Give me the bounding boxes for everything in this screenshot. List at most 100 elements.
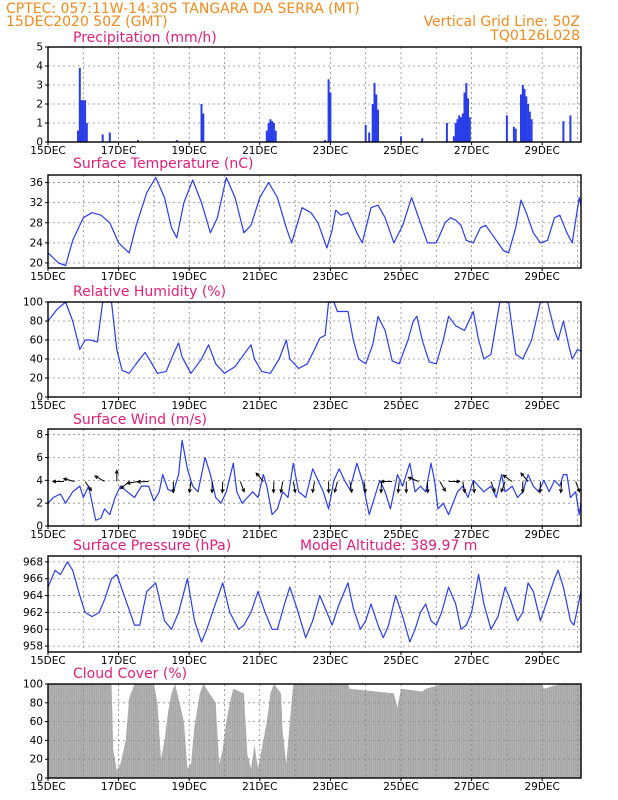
wind-arrow (311, 481, 316, 494)
y-tick-label: 960 (23, 624, 43, 636)
wind-arrow (220, 481, 225, 494)
y-tick-label: 968 (23, 556, 43, 568)
precip-bar (371, 104, 374, 142)
precip-bar (82, 100, 85, 142)
wind-arrow (502, 474, 513, 482)
wind-arrow-head (363, 488, 367, 494)
x-tick-label: 15DEC (30, 400, 65, 412)
wind-arrow-shaft (575, 481, 580, 493)
x-tick-label: 15DEC (30, 781, 65, 793)
wind-arrow-shaft (349, 481, 353, 493)
wind-arrow (292, 481, 297, 494)
precip-bar (528, 111, 531, 142)
x-tick-label: 19DEC (171, 400, 206, 412)
precip-bar (521, 85, 524, 142)
y-tick-label: 0 (36, 773, 43, 785)
y-tick-label: 5 (36, 42, 43, 54)
wind-arrow (425, 481, 430, 494)
precip-bar (400, 136, 402, 142)
wind-arrow (326, 481, 331, 494)
x-tick-label: 29DEC (524, 655, 559, 667)
wind-arrow-head (576, 488, 581, 493)
wind-arrow (271, 481, 276, 494)
precip-bar (175, 140, 178, 142)
wind-arrow-head (462, 488, 467, 494)
precip-bar (505, 115, 508, 142)
precip-bar (445, 123, 448, 142)
precip-bar (364, 124, 367, 142)
wind-arrow-head (220, 489, 225, 494)
x-tick-label: 17DEC (101, 655, 136, 667)
wind-arrow (490, 481, 496, 493)
y-tick-label: 36 (30, 177, 44, 189)
precip-bar (85, 123, 88, 142)
y-tick-label: 40 (30, 735, 43, 747)
x-tick-label: 23DEC (313, 271, 348, 283)
precip-bar (525, 96, 528, 142)
wind-arrow-head (326, 489, 331, 494)
wind-arrow (379, 481, 384, 494)
x-tick-label: 15DEC (30, 529, 65, 541)
x-tick-label: 29DEC (524, 529, 559, 541)
wind-title: Surface Wind (m/s) (73, 412, 207, 428)
cloud-area (48, 684, 581, 778)
y-tick-label: 2 (36, 99, 43, 111)
rh-line (47, 301, 582, 374)
precip-bar (465, 83, 468, 142)
precip-bar (101, 134, 104, 142)
pressure-line (47, 561, 582, 643)
y-tick-label: 20 (30, 373, 43, 385)
x-tick-label: 19DEC (171, 145, 206, 157)
wind-arrow (380, 479, 393, 484)
x-tick-label: 15DEC (30, 145, 65, 157)
x-tick-label: 23DEC (313, 529, 348, 541)
wind-arrow-shaft (188, 481, 192, 493)
wind-arrow-shaft (380, 481, 383, 493)
precip-bar (202, 113, 205, 142)
x-tick-label: 19DEC (171, 781, 206, 793)
x-tick-label: 29DEC (524, 781, 559, 793)
wind-arrow (396, 481, 401, 494)
wind-arrow-head (472, 489, 476, 494)
wind-arrow-shaft (397, 481, 400, 493)
x-tick-label: 17DEC (101, 400, 136, 412)
x-tick-label: 23DEC (313, 400, 348, 412)
pressure-panel: 958 960 962 964 966 968 15DEC 17DEC 19DEC 21DEC 23… (23, 538, 582, 667)
x-tick-label: 23DEC (313, 781, 348, 793)
wind-arrow-shaft (462, 481, 466, 493)
y-tick-label: 962 (23, 607, 43, 619)
wind-arrow (439, 481, 446, 492)
wind-arrow (407, 476, 419, 482)
temp-title: Surface Temperature (nC) (73, 156, 254, 172)
precip-bar (267, 123, 270, 142)
wind-panel: 0 2 4 6 8 15DEC 17DEC 19DEC 21DEC 23DEC 25DEC 27DEC… (30, 412, 582, 541)
wind-arrow-head (279, 488, 284, 494)
wind-arrow-head (538, 489, 543, 494)
wind-arrow (363, 481, 367, 494)
precip-bar (421, 138, 424, 142)
wind-arrow (349, 481, 354, 494)
x-tick-label: 17DEC (101, 781, 136, 793)
wind-arrow-shaft (500, 481, 506, 493)
wind-arrow-head (94, 475, 99, 480)
y-tick-label: 8 (36, 429, 43, 441)
wind-arrow-head (171, 489, 176, 494)
rh-panel: 0 20 40 60 80 100 15DEC 17DEC 19DEC 21DEC 23DEC 25D… (23, 284, 582, 412)
y-tick-label: 4 (36, 61, 43, 73)
x-tick-label: 27DEC (454, 781, 489, 793)
x-tick-label: 21DEC (242, 781, 277, 793)
wind-arrow (136, 479, 149, 484)
precip-bar (373, 83, 376, 142)
precip-bar (272, 123, 275, 142)
x-tick-label: 19DEC (171, 655, 206, 667)
wind-arrow-head (51, 479, 57, 484)
wind-arrow-head (379, 489, 384, 494)
wind-arrow-head (404, 489, 409, 494)
wind-arrow-shaft (63, 478, 75, 482)
y-tick-label: 100 (23, 297, 43, 309)
precip-bar (368, 132, 371, 142)
precip-bar (463, 92, 466, 142)
precip-bar (512, 126, 515, 142)
wind-arrow-head (520, 472, 525, 477)
wind-arrow-head (502, 474, 507, 479)
